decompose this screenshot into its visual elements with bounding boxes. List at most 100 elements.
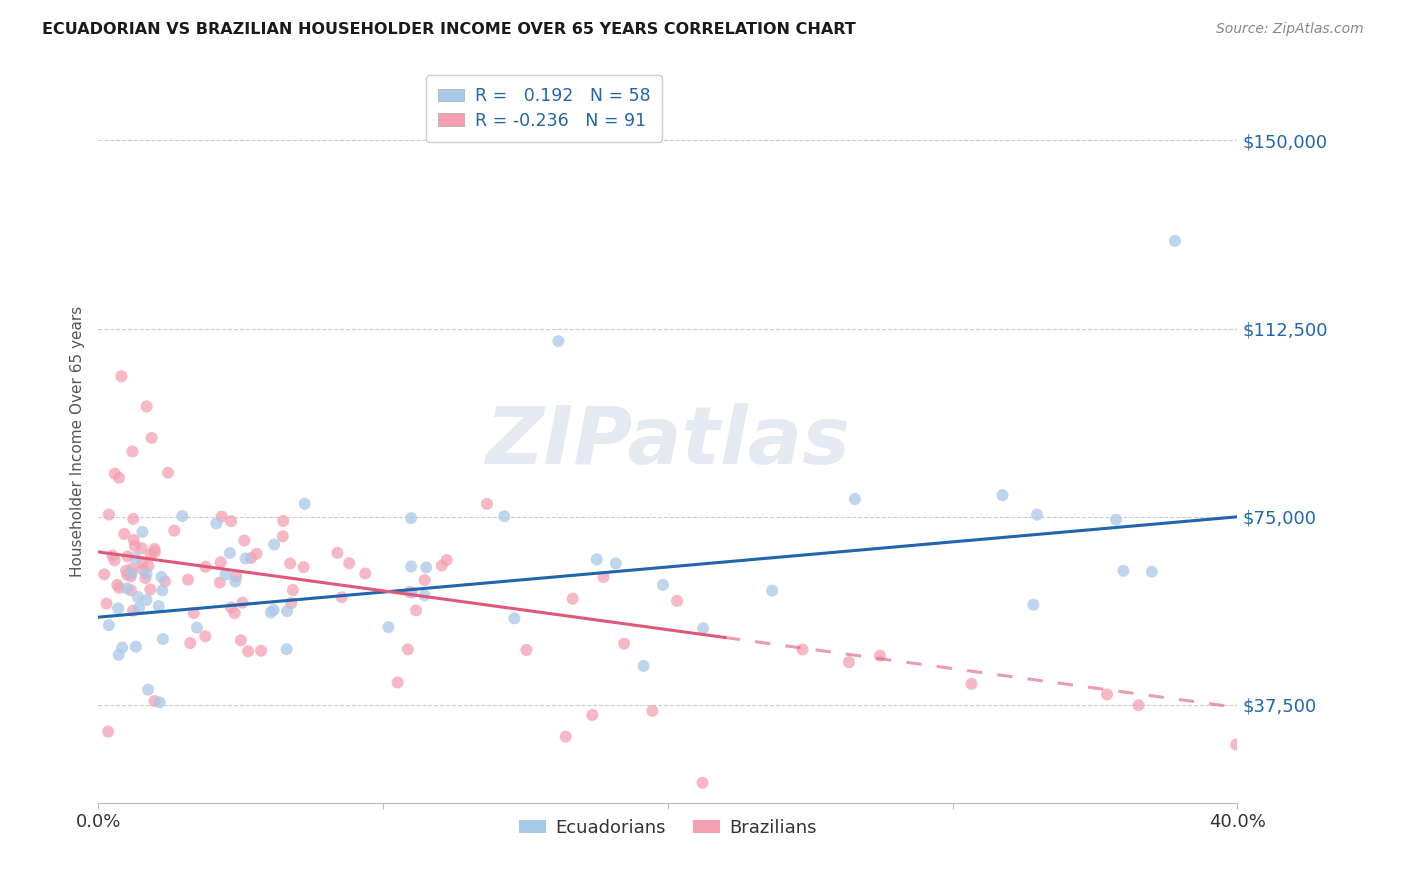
Point: [1128, 698, 1150, 713]
Point: [225, 569, 247, 583]
Point: [1026, 508, 1049, 522]
Point: [405, 603, 427, 617]
Point: [141, 431, 163, 445]
Point: [115, 567, 138, 582]
Point: [844, 491, 866, 506]
Point: [233, 533, 256, 548]
Point: [219, 514, 242, 528]
Point: [132, 563, 155, 577]
Point: [413, 589, 436, 603]
Y-axis label: Householder Income Over 65 years: Householder Income Over 65 years: [69, 306, 84, 577]
Point: [869, 648, 891, 663]
Point: [413, 573, 436, 587]
Point: [143, 545, 166, 559]
Point: [960, 677, 983, 691]
Point: [761, 583, 783, 598]
Point: [111, 640, 134, 655]
Point: [666, 594, 689, 608]
Point: [97, 618, 120, 632]
Point: [561, 591, 583, 606]
Point: [96, 597, 118, 611]
Point: [281, 583, 304, 598]
Point: [263, 537, 285, 551]
Point: [494, 509, 516, 524]
Point: [214, 567, 236, 582]
Point: [515, 643, 537, 657]
Point: [1225, 738, 1247, 752]
Point: [125, 640, 148, 654]
Point: [139, 547, 162, 561]
Point: [97, 508, 120, 522]
Point: [150, 570, 173, 584]
Point: [377, 620, 399, 634]
Point: [107, 648, 129, 662]
Point: [120, 583, 142, 598]
Point: [692, 776, 714, 790]
Point: [131, 541, 153, 556]
Point: [112, 527, 135, 541]
Point: [194, 559, 217, 574]
Point: [163, 524, 186, 538]
Text: ZIPatlas: ZIPatlas: [485, 402, 851, 481]
Point: [105, 578, 128, 592]
Point: [205, 516, 228, 531]
Legend: Ecuadorians, Brazilians: Ecuadorians, Brazilians: [512, 812, 824, 845]
Point: [633, 659, 655, 673]
Point: [396, 642, 419, 657]
Point: [245, 547, 267, 561]
Point: [554, 730, 576, 744]
Point: [641, 704, 664, 718]
Point: [399, 511, 422, 525]
Point: [276, 642, 298, 657]
Point: [148, 599, 170, 613]
Point: [398, 585, 420, 599]
Point: [208, 575, 231, 590]
Point: [108, 581, 131, 595]
Point: [194, 629, 217, 643]
Point: [792, 642, 814, 657]
Point: [139, 582, 162, 597]
Point: [104, 467, 127, 481]
Point: [115, 582, 138, 596]
Point: [183, 606, 205, 620]
Point: [127, 590, 149, 604]
Text: Source: ZipAtlas.com: Source: ZipAtlas.com: [1216, 22, 1364, 37]
Point: [991, 488, 1014, 502]
Point: [1140, 565, 1163, 579]
Point: [135, 566, 157, 581]
Point: [224, 606, 246, 620]
Point: [276, 604, 298, 618]
Point: [415, 560, 437, 574]
Point: [231, 596, 253, 610]
Point: [592, 570, 614, 584]
Point: [330, 591, 353, 605]
Point: [97, 724, 120, 739]
Point: [652, 578, 675, 592]
Point: [177, 573, 200, 587]
Point: [152, 632, 174, 646]
Point: [135, 400, 157, 414]
Point: [1105, 513, 1128, 527]
Point: [581, 708, 603, 723]
Point: [150, 583, 173, 598]
Point: [122, 604, 145, 618]
Point: [179, 636, 201, 650]
Point: [138, 558, 160, 573]
Point: [585, 552, 607, 566]
Point: [143, 541, 166, 556]
Point: [260, 606, 283, 620]
Point: [124, 539, 146, 553]
Point: [101, 549, 124, 563]
Point: [131, 556, 153, 570]
Point: [239, 551, 262, 566]
Point: [110, 369, 132, 384]
Point: [354, 566, 377, 581]
Point: [121, 444, 143, 458]
Point: [115, 564, 138, 578]
Point: [547, 334, 569, 348]
Point: [117, 549, 139, 564]
Point: [292, 560, 315, 574]
Point: [1112, 564, 1135, 578]
Point: [503, 611, 526, 625]
Point: [186, 621, 208, 635]
